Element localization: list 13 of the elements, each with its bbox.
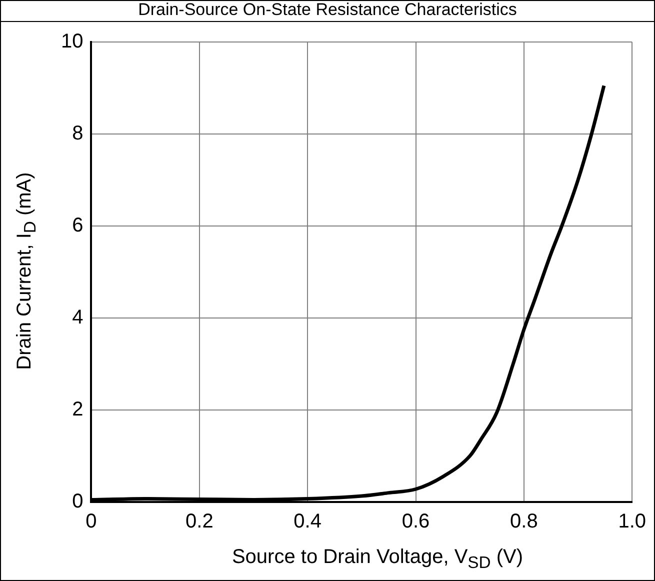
x-tick-label: 1.0 xyxy=(618,510,646,533)
y-tick-label: 4 xyxy=(72,306,84,329)
y-tick-label: 10 xyxy=(60,30,84,53)
y-tick-label: 8 xyxy=(72,122,84,145)
y-tick-label: 6 xyxy=(72,214,84,237)
y-tick-label: 0 xyxy=(72,490,84,513)
x-tick-label: 0.6 xyxy=(402,510,430,533)
x-axis-title: Source to Drain Voltage, V$_{SD}$ (V) xyxy=(230,546,524,573)
x-tick-label: 0.8 xyxy=(510,510,538,533)
x-tick-label: 0.4 xyxy=(294,510,322,533)
x-tick-label: 0.2 xyxy=(186,510,214,533)
chart-title: Drain-Source On-State Resistance Characteristics xyxy=(1,0,654,22)
y-tick-label: 2 xyxy=(72,398,84,421)
